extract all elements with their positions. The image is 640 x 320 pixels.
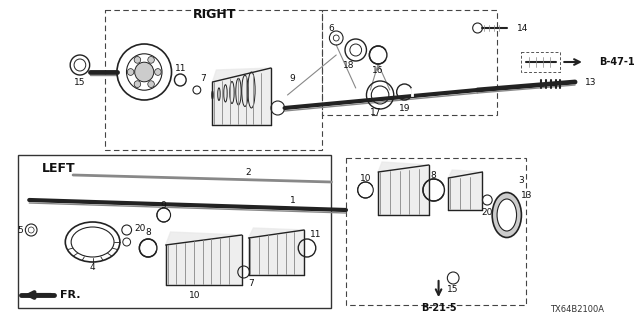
Circle shape: [155, 69, 161, 76]
Bar: [322, 10, 497, 115]
Text: 13: 13: [585, 77, 596, 86]
Circle shape: [134, 81, 141, 87]
Text: 2: 2: [246, 167, 252, 177]
Text: LEFT: LEFT: [42, 162, 76, 175]
Bar: [17, 155, 332, 308]
Polygon shape: [248, 228, 304, 275]
Text: 11: 11: [310, 229, 321, 238]
Polygon shape: [449, 170, 483, 210]
Text: 9: 9: [161, 201, 166, 210]
Text: 15: 15: [447, 285, 459, 294]
Bar: [522, 52, 561, 72]
Text: 15: 15: [74, 77, 86, 86]
Text: 5: 5: [18, 226, 24, 235]
Text: 10: 10: [360, 173, 371, 182]
Text: 18: 18: [343, 60, 355, 69]
Circle shape: [127, 69, 134, 76]
Text: 19: 19: [399, 103, 410, 113]
Text: RIGHT: RIGHT: [193, 8, 236, 21]
Text: TX64B2100A: TX64B2100A: [550, 305, 604, 314]
Polygon shape: [166, 232, 242, 285]
Text: 1: 1: [289, 196, 295, 204]
Text: 7: 7: [248, 278, 254, 287]
Text: 3: 3: [518, 175, 524, 185]
Text: 8: 8: [145, 228, 151, 236]
Text: 10: 10: [189, 291, 201, 300]
Ellipse shape: [492, 193, 522, 237]
Polygon shape: [212, 68, 271, 125]
Text: 16: 16: [372, 66, 384, 75]
Circle shape: [134, 57, 141, 63]
Text: 17: 17: [369, 108, 381, 116]
Text: 14: 14: [516, 23, 528, 33]
Circle shape: [134, 62, 154, 82]
Text: 6: 6: [328, 23, 334, 33]
Text: 7: 7: [200, 74, 205, 83]
Text: 4: 4: [90, 263, 95, 273]
Text: 20: 20: [482, 207, 493, 217]
Text: 13: 13: [520, 190, 532, 199]
Circle shape: [148, 57, 154, 63]
Polygon shape: [378, 162, 429, 215]
Text: B-47-1: B-47-1: [600, 57, 635, 67]
Ellipse shape: [497, 199, 516, 231]
Text: B-21-5: B-21-5: [420, 303, 456, 313]
Circle shape: [148, 81, 154, 87]
Bar: [105, 10, 322, 150]
Text: 8: 8: [431, 171, 436, 180]
Text: 20: 20: [134, 223, 146, 233]
Text: 11: 11: [175, 63, 186, 73]
Text: 9: 9: [289, 74, 295, 83]
Bar: [346, 158, 526, 305]
Text: FR.: FR.: [60, 290, 81, 300]
